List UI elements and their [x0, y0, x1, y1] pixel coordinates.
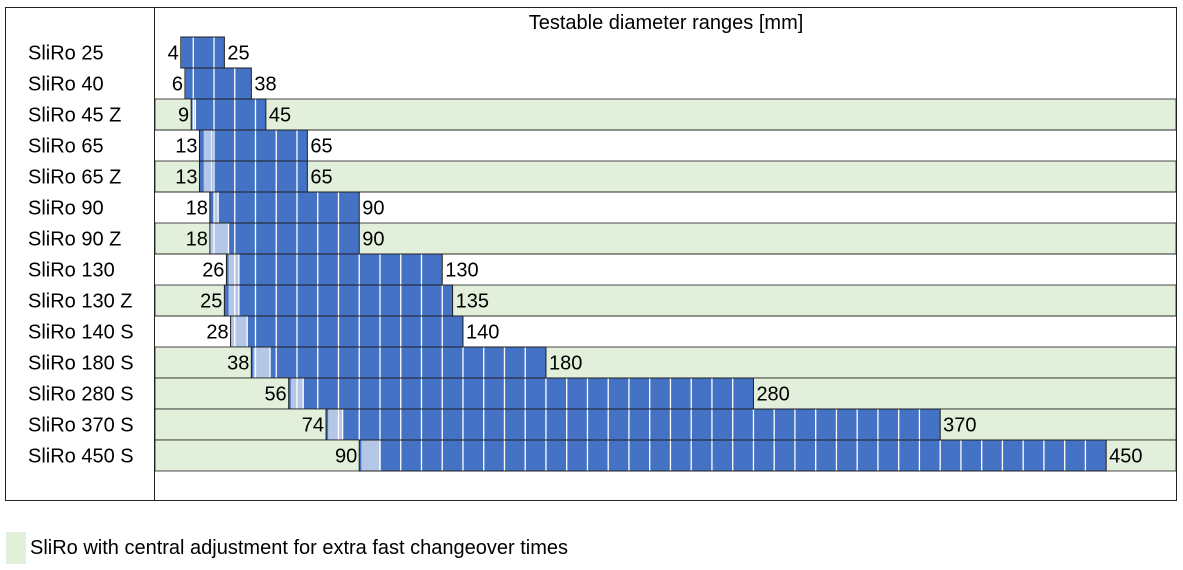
- min-value-label: 18: [186, 198, 208, 220]
- range-bar: [209, 192, 360, 223]
- max-value-label: 140: [466, 322, 499, 344]
- range-bar: [226, 254, 443, 285]
- row-label: SliRo 65 Z: [28, 167, 121, 189]
- min-value-label: 28: [206, 322, 228, 344]
- min-value-label: 6: [172, 74, 183, 96]
- light-segment: [213, 192, 219, 223]
- max-value-label: 180: [549, 353, 582, 375]
- min-value-label: 4: [168, 43, 179, 65]
- light-segment: [253, 347, 271, 378]
- row-label: SliRo 130 Z: [28, 291, 133, 313]
- min-value-label: 9: [178, 105, 189, 127]
- light-segment: [228, 254, 239, 285]
- row-band: [154, 160, 1177, 193]
- min-value-label: 25: [200, 291, 222, 313]
- row-label: SliRo 180 S: [28, 353, 134, 375]
- row-band: [154, 98, 1177, 131]
- legend: SliRo with central adjustment for extra …: [6, 532, 568, 564]
- legend-text: SliRo with central adjustment for extra …: [30, 536, 569, 559]
- row-label: SliRo 130: [28, 260, 115, 282]
- label-column-divider: [154, 7, 155, 501]
- chart-title: Testable diameter ranges [mm]: [528, 12, 804, 34]
- max-value-label: 45: [269, 105, 291, 127]
- min-value-label: 18: [186, 229, 208, 251]
- chart-frame: [5, 7, 1177, 501]
- max-value-label: 135: [456, 291, 489, 313]
- min-value-label: 26: [202, 260, 224, 282]
- min-value-label: 13: [175, 136, 197, 158]
- range-bar: [326, 409, 941, 440]
- range-bar: [209, 223, 360, 254]
- range-bar-outline: [358, 439, 1107, 472]
- max-value-label: 65: [310, 167, 332, 189]
- max-value-label: 25: [227, 43, 249, 65]
- range-bar: [180, 37, 225, 68]
- row-label: SliRo 140 S: [28, 322, 134, 344]
- range-bar: [199, 130, 308, 161]
- max-value-label: 38: [254, 74, 276, 96]
- row-label: SliRo 45 Z: [28, 105, 121, 127]
- max-value-label: 130: [445, 260, 478, 282]
- row-label: SliRo 65: [28, 136, 104, 158]
- light-segment: [228, 285, 239, 316]
- legend-swatch: [6, 532, 26, 564]
- max-value-label: 370: [943, 415, 976, 437]
- row-label: SliRo 40: [28, 74, 104, 96]
- range-bar: [184, 68, 252, 99]
- min-value-label: 38: [227, 353, 249, 375]
- min-value-label: 13: [175, 167, 197, 189]
- light-segment: [193, 99, 196, 130]
- max-value-label: 65: [310, 136, 332, 158]
- min-value-label: 56: [264, 384, 286, 406]
- max-value-label: 280: [756, 384, 789, 406]
- row-label: SliRo 90 Z: [28, 229, 121, 251]
- row-label: SliRo 370 S: [28, 415, 134, 437]
- light-segment: [328, 409, 343, 440]
- max-value-label: 90: [362, 198, 384, 220]
- range-bar: [251, 347, 546, 378]
- min-value-label: 74: [302, 415, 324, 437]
- light-segment: [203, 161, 212, 192]
- row-label: SliRo 280 S: [28, 384, 134, 406]
- max-value-label: 450: [1109, 446, 1142, 468]
- row-label: SliRo 450 S: [28, 446, 134, 468]
- range-bar: [288, 378, 754, 409]
- light-segment: [209, 223, 229, 254]
- row-label: SliRo 25: [28, 43, 104, 65]
- range-bar: [191, 99, 266, 130]
- max-value-label: 90: [362, 229, 384, 251]
- range-bar: [230, 316, 463, 347]
- min-value-label: 90: [335, 446, 357, 468]
- row-label: SliRo 90: [28, 198, 104, 220]
- light-segment: [230, 316, 248, 347]
- light-segment: [203, 130, 212, 161]
- range-bar: [199, 161, 308, 192]
- light-segment: [361, 440, 380, 471]
